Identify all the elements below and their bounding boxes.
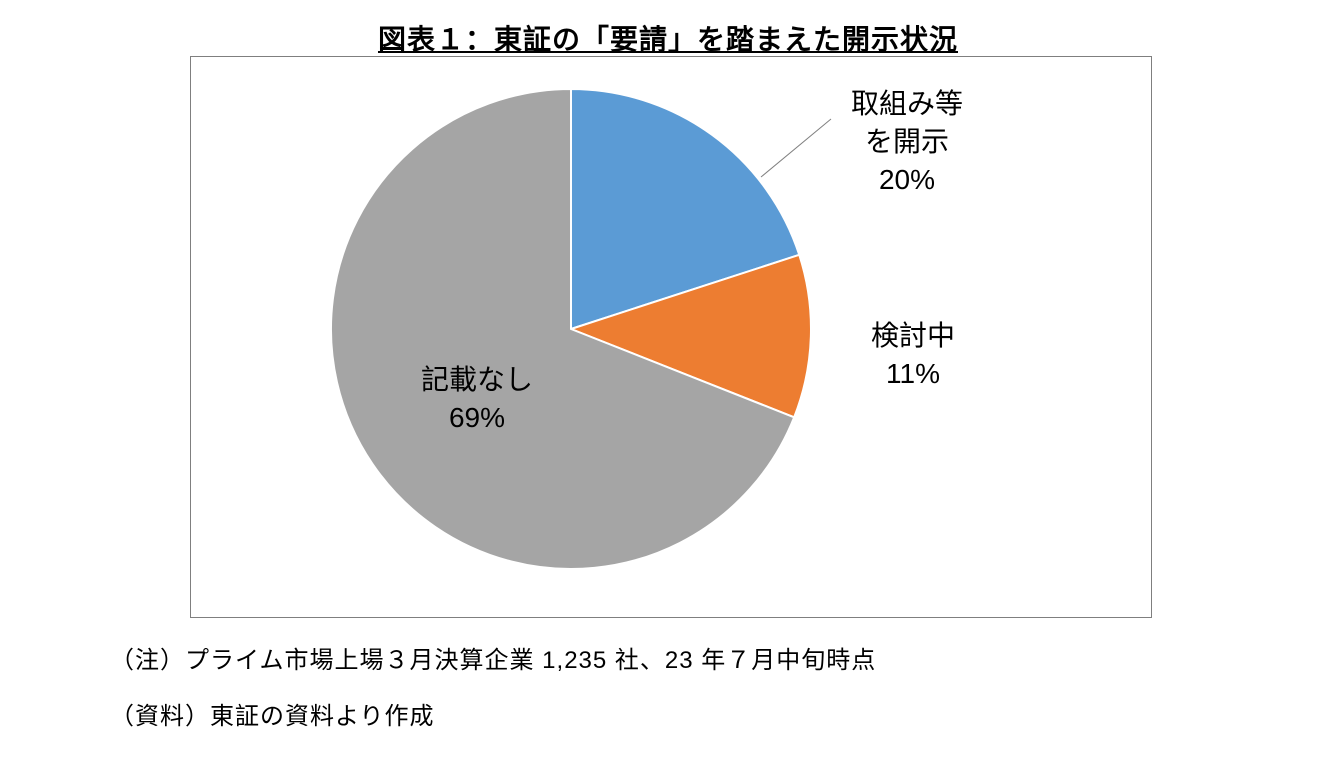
chart-plot-area: 取組み等 を開示 20% 検討中 11% 記載なし 69% (190, 56, 1152, 618)
chart-container: 図表１：東証の「要請」を踏まえた開示状況 取組み等 を開示 20% (0, 0, 1336, 760)
pie-label-disclosed-line1: 取組み等 (851, 88, 963, 119)
chart-title: 図表１：東証の「要請」を踏まえた開示状況 (0, 18, 1336, 58)
pie-label-disclosed-value: 20% (879, 164, 935, 195)
pie-label-considering-line1: 検討中 (871, 320, 955, 351)
footnote-note: （注）プライム市場上場３月決算企業 1,235 社、23 年７月中旬時点 (110, 640, 876, 675)
pie-label-none-line1: 記載なし (421, 364, 533, 395)
pie-label-none-value: 69% (449, 402, 505, 433)
pie-label-considering: 検討中 11% (871, 317, 955, 393)
pie-label-disclosed-line2: を開示 (865, 126, 949, 157)
pie-chart (331, 89, 811, 569)
footnote-source: （資料）東証の資料より作成 (110, 696, 435, 731)
pie-svg (331, 89, 811, 569)
pie-label-disclosed: 取組み等 を開示 20% (851, 85, 963, 198)
pie-label-none: 記載なし 69% (421, 361, 533, 437)
pie-label-considering-value: 11% (886, 358, 940, 389)
